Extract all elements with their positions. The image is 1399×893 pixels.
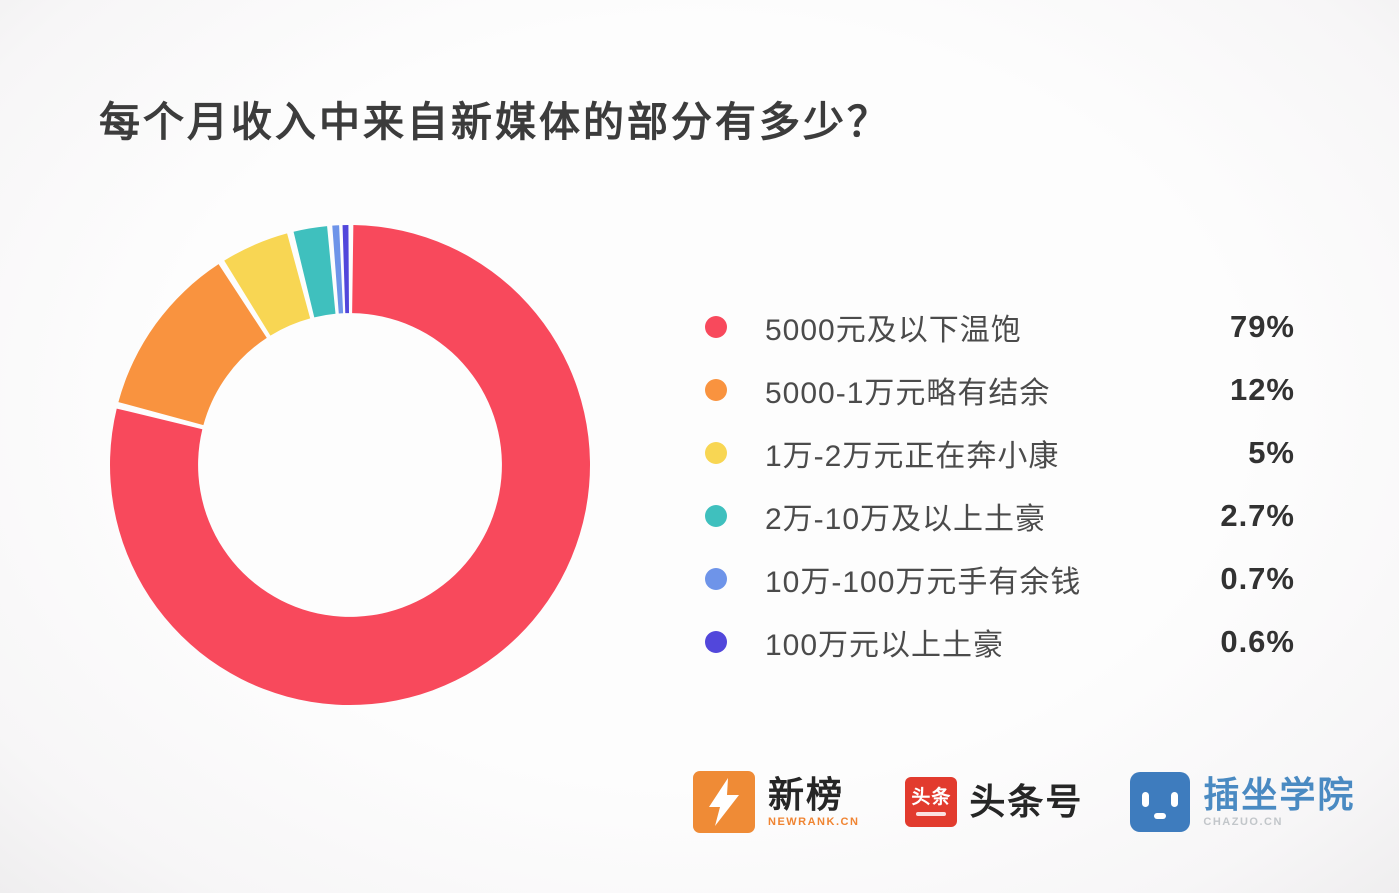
donut-segments [110,225,591,705]
legend-item: 1万-2万元正在奔小康 5% [705,421,1295,484]
legend-swatch [705,441,727,464]
donut-segment [342,225,349,314]
legend-swatch [705,315,727,338]
donut-segment [224,233,311,336]
legend-swatch [705,378,727,401]
brand-footer: 新榜 NEWRANK.CN 头条 头条号 插坐学院 CHAZUO.CN [692,770,1355,834]
chart-title: 每个月收入中来自新媒体的部分有多少？ [99,99,891,145]
toutiao-icon: 头条 [905,777,958,827]
legend-value: 5% [1248,434,1295,470]
legend-label: 1万-2万元正在奔小康 [765,439,1060,473]
legend-item: 2万-10万及以上土豪 2.7% [705,484,1295,547]
chazuo-logo: 插坐学院 CHAZUO.CN [1129,771,1355,833]
chazuo-icon [1130,772,1191,832]
donut-segment [118,264,267,426]
legend-value: 0.6% [1220,623,1295,659]
legend-label: 2万-10万及以上土豪 [765,502,1047,536]
legend-label: 100万元以上土豪 [765,628,1005,662]
legend-value: 79% [1229,308,1295,344]
legend-swatch [705,567,727,590]
legend-item: 5000-1万元略有结余 12% [705,358,1295,421]
donut-segment [110,225,591,705]
legend-label: 5000元及以下温饱 [765,313,1022,347]
newrank-icon [693,771,755,833]
legend-label: 10万-100万元手有余钱 [765,565,1082,599]
newrank-logo: 新榜 NEWRANK.CN [692,770,859,834]
toutiao-name: 头条号 [969,781,1084,823]
donut-segment [332,225,344,314]
legend-item: 5000元及以下温饱 79% [705,295,1295,358]
toutiao-badge-underline [916,812,947,816]
legend-value: 2.7% [1220,497,1295,533]
legend-value: 12% [1229,371,1295,407]
legend-value: 0.7% [1220,560,1295,596]
newrank-subtext: NEWRANK.CN [768,815,860,828]
chazuo-name: 插坐学院 [1203,774,1356,816]
legend-label: 5000-1万元略有结余 [765,376,1051,410]
toutiao-badge-text: 头条 [911,787,952,808]
legend-item: 100万元以上土豪 0.6% [705,610,1295,673]
donut-chart [90,205,610,725]
chazuo-subtext: CHAZUO.CN [1203,815,1283,828]
chart-legend: 5000元及以下温饱 79% 5000-1万元略有结余 12% 1万-2万元正在… [705,295,1295,673]
donut-segment [293,226,336,318]
toutiao-logo: 头条 头条号 [905,777,1083,827]
donut-svg [110,225,591,705]
legend-item: 10万-100万元手有余钱 0.7% [705,547,1295,610]
newrank-name: 新榜 [768,774,845,816]
legend-swatch [705,504,727,527]
legend-swatch [705,630,727,653]
